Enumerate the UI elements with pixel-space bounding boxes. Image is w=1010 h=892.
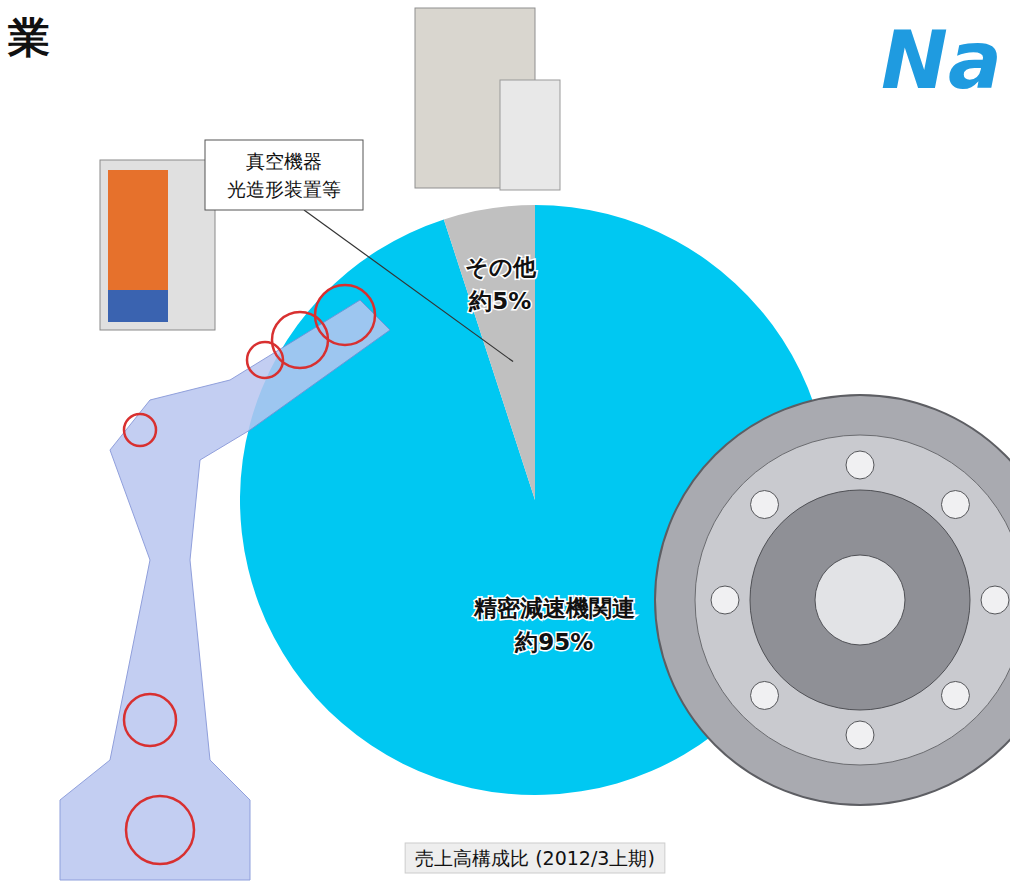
gear-hole <box>846 721 874 749</box>
machine-left-panel <box>108 170 168 290</box>
annotation: 真空機器光造形装置等 <box>205 140 513 362</box>
slice-label: その他 <box>465 254 537 280</box>
slice-value-label: 約5% <box>468 288 531 314</box>
header-logo: Na <box>881 14 1002 107</box>
robot-joint <box>124 414 156 446</box>
caption: 売上高構成比 (2012/3上期) <box>405 843 665 873</box>
robot-joint <box>247 342 283 378</box>
annotation-box <box>205 140 363 210</box>
gear-hole <box>941 491 969 519</box>
leader-line <box>304 210 513 362</box>
header-title: 業 <box>7 13 50 62</box>
gear-hole <box>981 586 1009 614</box>
machine-left <box>100 160 215 330</box>
slice-label: 精密減速機関連 <box>473 595 635 621</box>
robot-joint <box>126 796 194 864</box>
chart-title: 売上高構成比 (2012/3上期) <box>415 847 655 869</box>
annotation-text: 真空機器 <box>246 150 322 172</box>
gear-inner <box>750 490 970 710</box>
robot-illustration <box>60 285 390 880</box>
robot-joint <box>315 285 375 345</box>
robot-joint <box>272 312 328 368</box>
robot-joint <box>124 694 176 746</box>
data-labels: 精密減速機関連約95% その他約5% <box>465 254 635 655</box>
annotation-text: 光造形装置等 <box>227 178 341 200</box>
robot-arm <box>60 300 390 880</box>
machine-left-base <box>108 290 168 322</box>
gear-illustration <box>655 395 1010 805</box>
gear-ring <box>695 435 1010 765</box>
gear-hole <box>846 451 874 479</box>
machine-top-side <box>500 80 560 190</box>
caption-box <box>405 843 665 873</box>
pie-slice <box>444 205 535 500</box>
gear-hole <box>711 586 739 614</box>
gear-hole <box>751 681 779 709</box>
gear-hole <box>751 491 779 519</box>
gear-hub <box>815 555 905 645</box>
gear-hole <box>941 681 969 709</box>
slice-value-label: 約95% <box>514 629 593 655</box>
gear-outer <box>655 395 1010 805</box>
